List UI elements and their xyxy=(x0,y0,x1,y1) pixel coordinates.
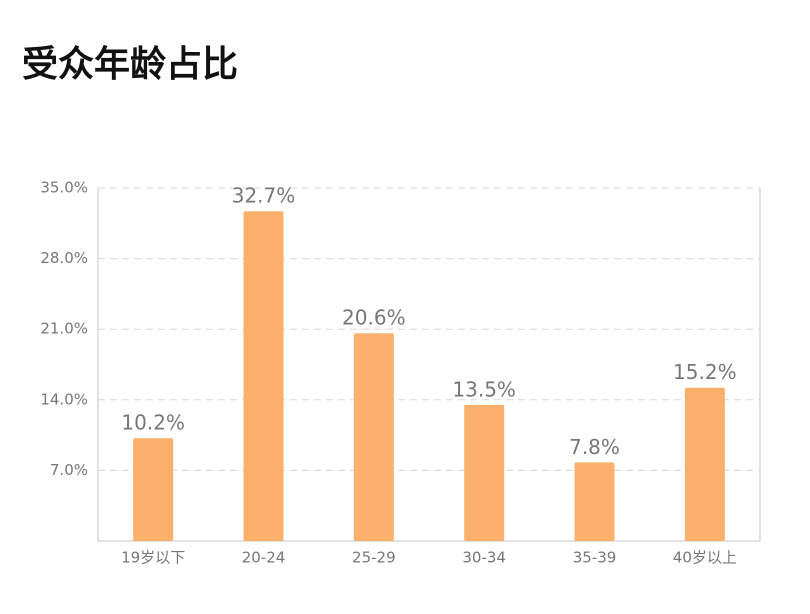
x-tick-label: 40岁以上 xyxy=(673,549,737,567)
value-label: 32.7% xyxy=(232,184,296,208)
y-tick-label: 21.0% xyxy=(40,320,88,338)
value-label: 20.6% xyxy=(342,306,406,330)
y-tick-label: 35.0% xyxy=(40,179,88,197)
bar xyxy=(243,211,284,541)
x-tick-label: 30-34 xyxy=(462,549,506,567)
x-tick-label: 35-39 xyxy=(573,549,617,567)
value-label: 15.2% xyxy=(673,360,737,384)
x-tick-label: 19岁以下 xyxy=(121,549,185,567)
y-tick-label: 14.0% xyxy=(40,390,88,408)
bar xyxy=(464,404,505,541)
bar xyxy=(574,462,615,541)
bar xyxy=(684,387,725,541)
value-label: 13.5% xyxy=(452,377,516,401)
x-tick-label: 20-24 xyxy=(242,549,286,567)
y-tick-label: 28.0% xyxy=(40,249,88,267)
value-label: 10.2% xyxy=(121,411,185,435)
value-label: 7.8% xyxy=(569,435,620,459)
x-tick-label: 25-29 xyxy=(352,549,396,567)
chart-title: 受众年龄占比 xyxy=(22,44,238,85)
bar xyxy=(133,438,174,541)
bar xyxy=(353,333,394,541)
y-tick-label: 7.0% xyxy=(50,461,88,479)
